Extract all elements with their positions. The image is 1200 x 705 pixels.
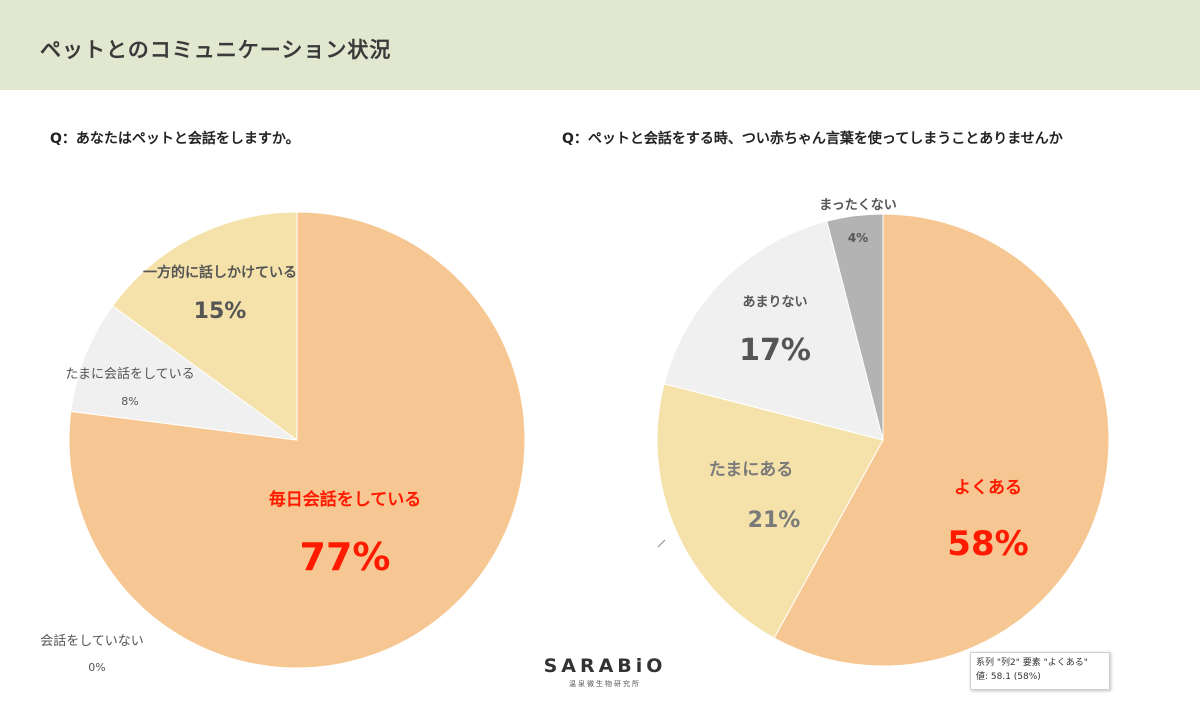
pie1-slice-4[interactable] — [111, 211, 298, 441]
pie1-slice-2-label: 会話をしていない — [40, 633, 144, 649]
pie2-slice-1-value: 58% — [947, 524, 1028, 564]
pie1-slice-3-label: たまに会話をしている — [65, 366, 194, 382]
pie1-slice-1-label: 毎日会話をしている — [269, 489, 422, 510]
chart-tooltip: 系列 "列2" 要素 "よくある" 値: 58.1 (58%) — [970, 652, 1110, 690]
sarabio-logo: SARABiO 温泉微生物研究所 — [540, 655, 670, 689]
leader-tick — [657, 539, 666, 548]
chart-2-question: Q：ペットと会話をする時、つい赤ちゃん言葉を使ってしまうことありませんか — [562, 131, 1063, 147]
pie2-slice-3[interactable] — [663, 220, 884, 441]
pie2-slice-4-value: 4% — [848, 231, 868, 245]
logo-name: SARABiO — [543, 655, 667, 677]
pie1-slice-3[interactable] — [70, 305, 298, 441]
pie2-slice-1-label: よくある — [954, 478, 1022, 498]
pie1-slice-2-value: 0% — [88, 661, 105, 674]
pie1-slice-1-value: 77% — [300, 535, 391, 579]
pie2-slice-2-value: 21% — [748, 508, 801, 533]
pie2-slice-3-label: あまりない — [742, 295, 807, 310]
pie2-slice-2[interactable] — [656, 383, 884, 639]
pie2-slice-3-value: 17% — [739, 333, 811, 368]
pie2-slice-1[interactable] — [773, 213, 1110, 667]
logo-subtitle: 温泉微生物研究所 — [569, 680, 641, 688]
pie1-slice-3-value: 8% — [121, 395, 138, 408]
pie1-slice-1[interactable] — [68, 211, 526, 669]
header-bar: ペットとのコミュニケーション状況 — [0, 0, 1200, 90]
chart-1-question: Q：あなたはペットと会話をしますか。 — [50, 131, 300, 147]
pie2-slice-4-label: まったくない — [819, 198, 896, 213]
page-title: ペットとのコミュニケーション状況 — [40, 38, 392, 62]
pie1-slice-4-label: 一方的に話しかけている — [143, 264, 297, 281]
pie2-slice-2-label: たまにある — [709, 460, 794, 480]
tooltip-series-line: 系列 "列2" 要素 "よくある" — [976, 658, 1088, 668]
pie1-slice-4-value: 15% — [194, 299, 247, 324]
pie2-slice-4[interactable] — [826, 213, 884, 441]
tooltip-value-line: 値: 58.1 (58%) — [976, 672, 1041, 682]
